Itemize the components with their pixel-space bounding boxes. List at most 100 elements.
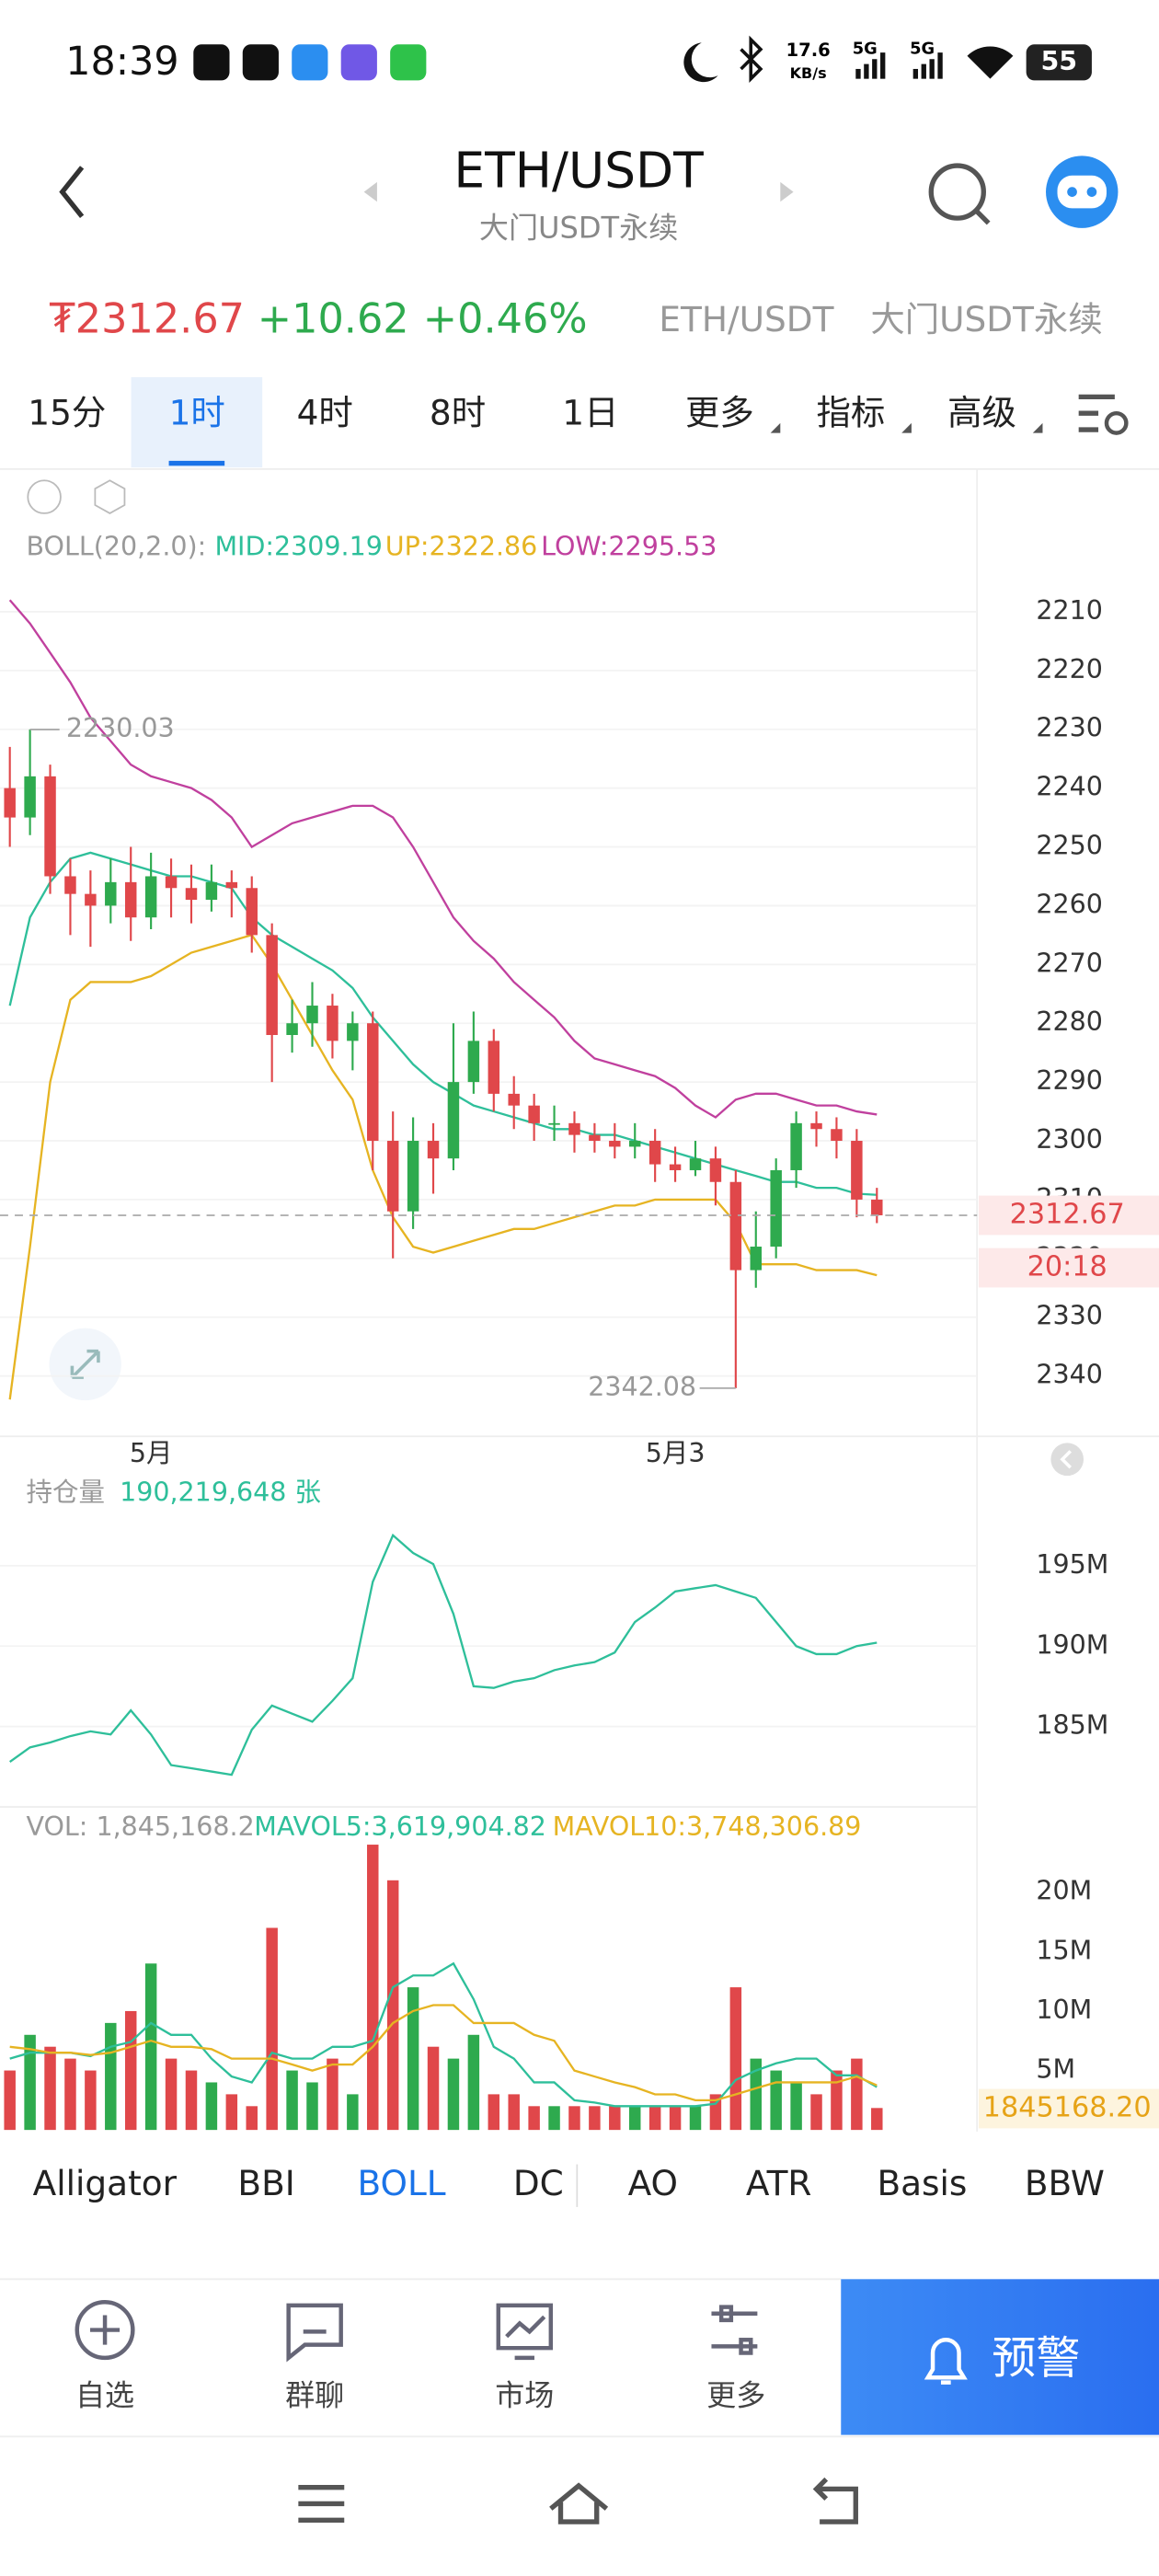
candle-body	[467, 1041, 480, 1083]
candle-body	[327, 1006, 339, 1041]
active-tab-bg	[131, 377, 263, 468]
volume-bar	[144, 1963, 157, 2131]
interval-tab[interactable]: 8时	[430, 392, 486, 432]
volume-bar	[548, 2106, 560, 2131]
plots: 2210 2220 2230 2240 2250 2260 2270 2280 2290 2300…	[0, 595, 1159, 2131]
candle-body	[44, 776, 56, 877]
candle-body	[427, 1141, 440, 1159]
last-price-bg	[978, 1195, 1159, 1236]
indicator-settings-icon[interactable]	[94, 479, 126, 514]
y-tick-label: 20M	[1036, 1876, 1092, 1906]
volume-bar	[669, 2106, 682, 2131]
interval-tab[interactable]: 15分	[28, 392, 106, 432]
interval-tab[interactable]: 高级	[947, 392, 1016, 432]
interval-tab[interactable]: 4时	[297, 392, 353, 432]
candle-body	[306, 1006, 318, 1024]
expand-icon[interactable]	[49, 1328, 121, 1401]
indicator-tab[interactable]: BOLL	[358, 2163, 446, 2203]
y-tick-label: 195M	[1036, 1549, 1108, 1580]
indicator-tab[interactable]: DC	[513, 2163, 564, 2203]
candle-body	[286, 1023, 298, 1036]
next-arrow[interactable]	[780, 181, 794, 202]
candle-body	[225, 881, 238, 889]
y-tick-label: 5M	[1036, 2054, 1075, 2085]
back-button[interactable]	[59, 166, 85, 219]
candle-body	[24, 776, 36, 818]
countdown-tag: 20:18	[1027, 1251, 1107, 1283]
candle-body	[4, 788, 16, 818]
indicator-line	[8, 851, 878, 1196]
oi-value: 190,219,648 张	[120, 1478, 321, 1508]
y-tick-label: 2260	[1036, 889, 1103, 919]
y-tick-label: 190M	[1036, 1629, 1108, 1660]
boll-mid: MID:2309.19	[214, 531, 382, 561]
vol-legend: VOL: 1,845,168.2 MAVOL5:3,619,904.82 MAV…	[27, 1811, 862, 1842]
y-tick-label: 2300	[1036, 1124, 1103, 1155]
volume-bar	[347, 2094, 359, 2131]
status-time: 18:39	[65, 39, 178, 85]
volume-bar	[528, 2106, 540, 2131]
settings-icon[interactable]	[1078, 394, 1115, 432]
prev-arrow[interactable]	[363, 181, 377, 202]
status-speed: 17.6	[786, 40, 830, 61]
nav-item[interactable]: 群聊	[285, 2378, 344, 2413]
reset-icon[interactable]	[1050, 1443, 1084, 1477]
candle-body	[709, 1158, 722, 1182]
oi-legend: 持仓量 190,219,648 张	[27, 1478, 321, 1508]
volume-bar	[225, 2094, 238, 2131]
interval-tab[interactable]: 1时	[169, 392, 225, 432]
nav-item[interactable]: 更多	[706, 2378, 765, 2413]
candle-body	[205, 881, 218, 901]
battery-icon	[1026, 44, 1092, 81]
indicator-tab[interactable]: Alligator	[33, 2163, 178, 2203]
volume-bar	[165, 2058, 178, 2131]
volume-bar	[64, 2058, 76, 2131]
pair-title: ETH/USDT	[453, 142, 704, 200]
candle-body	[648, 1141, 661, 1165]
nav-item[interactable]: 市场	[495, 2378, 554, 2413]
collapse-icon[interactable]	[27, 479, 62, 514]
indicator-line	[9, 1961, 878, 2108]
interval-tab[interactable]: 1日	[562, 392, 618, 432]
volume-bar	[810, 2094, 822, 2131]
indicator-line	[9, 1533, 878, 1777]
settings-icon[interactable]	[1104, 410, 1129, 435]
volume-bar	[246, 2106, 258, 2131]
volume-bar	[386, 1880, 399, 2131]
indicator-tab[interactable]: Basis	[877, 2163, 967, 2203]
volume-bar	[871, 2108, 883, 2131]
last-price: ₮2312.67	[49, 294, 245, 342]
status-net: 5G	[853, 40, 878, 59]
alert-button[interactable]	[841, 2279, 1159, 2435]
interval-tab[interactable]: 更多	[685, 392, 754, 432]
candle-body	[266, 935, 278, 1036]
candle-body	[347, 1023, 359, 1041]
search-button[interactable]	[928, 163, 991, 225]
system-nav	[298, 2477, 858, 2524]
volume-bar	[4, 2070, 16, 2131]
bluetooth-icon	[740, 35, 763, 83]
candle-body	[144, 876, 157, 918]
indicator-tab[interactable]: BBW	[1025, 2163, 1105, 2203]
indicator-tab[interactable]: ATR	[746, 2163, 812, 2203]
bell-icon	[924, 2338, 968, 2385]
y-tick-label: 2220	[1036, 654, 1103, 684]
volume-bar	[609, 2106, 621, 2131]
avatar-button[interactable]	[1046, 155, 1119, 228]
volume-bar	[488, 2094, 500, 2131]
candle-body	[669, 1164, 682, 1170]
interval-tab[interactable]: 指标	[817, 392, 886, 432]
nav-item[interactable]: 自选	[75, 2378, 134, 2413]
alert-label[interactable]: 预警	[992, 2332, 1080, 2384]
indicator-line	[9, 2004, 878, 2102]
indicator-tab[interactable]: BBI	[237, 2163, 294, 2203]
reset-icon[interactable]	[1060, 1450, 1073, 1469]
dropdown-caret	[770, 422, 781, 433]
vol-tag-bg	[978, 2088, 1159, 2129]
volume-bar	[629, 2106, 641, 2131]
indicator-line	[8, 599, 878, 1119]
indicator-tab[interactable]: AO	[628, 2163, 678, 2203]
price-change-pct: +0.46%	[423, 294, 588, 342]
vol-tag: 1845168.20	[983, 2091, 1152, 2123]
candle-body	[851, 1141, 863, 1200]
